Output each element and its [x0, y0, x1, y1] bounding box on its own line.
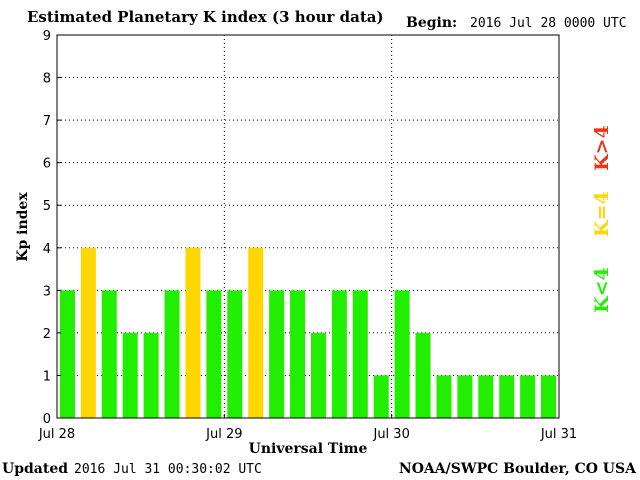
y-tick-labels: 0 1 2 3 4 5 6 7 8 9: [43, 29, 61, 427]
kp-bar: [290, 290, 306, 418]
legend-k-below-4: K<4: [591, 267, 613, 313]
x-tick-label: Jul 31: [540, 427, 577, 442]
y-tick-label: 9: [43, 29, 51, 44]
kp-bar: [478, 375, 494, 418]
kp-bar: [143, 332, 159, 418]
kp-bar: [206, 290, 222, 418]
begin-label: Begin:: [406, 15, 457, 31]
y-tick-label: 1: [43, 369, 51, 384]
kp-bar: [457, 375, 473, 418]
kp-bar: [394, 290, 410, 418]
kp-bar: [164, 290, 180, 418]
y-tick-label: 7: [43, 114, 51, 129]
kp-bar: [415, 332, 431, 418]
kp-bar: [310, 332, 326, 418]
x-tick-label: Jul 29: [205, 427, 242, 442]
x-tick-labels: Jul 28 Jul 29 Jul 30 Jul 31: [38, 414, 577, 442]
y-tick-label: 2: [43, 327, 51, 342]
kp-bar: [122, 332, 138, 418]
bars: [59, 247, 557, 418]
x-tick-label: Jul 30: [372, 427, 409, 442]
kp-bar: [80, 247, 96, 418]
legend-k-above-4: K>4: [591, 125, 613, 171]
y-tick-label: 3: [43, 284, 51, 299]
y-tick-label: 4: [43, 242, 51, 257]
source-credit: NOAA/SWPC Boulder, CO USA: [399, 461, 637, 477]
kp-bar: [331, 290, 347, 418]
kp-bar: [436, 375, 452, 418]
kp-bar: [248, 247, 264, 418]
kp-bar: [520, 375, 536, 418]
y-tick-label: 6: [43, 157, 51, 172]
kp-bar: [59, 290, 75, 418]
kp-bar: [269, 290, 285, 418]
y-tick-label: 5: [43, 199, 51, 214]
kp-bar: [541, 375, 557, 418]
kp-bar: [185, 247, 201, 418]
plot-frame: [56, 34, 560, 419]
y-axis-label: Kp index: [15, 192, 31, 262]
y-tick-label: 8: [43, 72, 51, 87]
updated-label: Updated: [2, 461, 68, 477]
kp-bar: [373, 375, 389, 418]
y-tick-label: 0: [43, 412, 51, 427]
begin-value: 2016 Jul 28 0000 UTC: [470, 16, 627, 31]
x-axis-label: Universal Time: [249, 441, 368, 457]
kp-bar: [499, 375, 515, 418]
x-tick-label: Jul 28: [38, 427, 75, 442]
kp-bar: [227, 290, 243, 418]
updated-value: 2016 Jul 31 00:30:02 UTC: [74, 462, 262, 477]
kp-bar: [352, 290, 368, 418]
kp-bar: [101, 290, 117, 418]
legend-k-equal-4: K=4: [591, 191, 613, 237]
chart-title: Estimated Planetary K index (3 hour data…: [27, 8, 384, 26]
